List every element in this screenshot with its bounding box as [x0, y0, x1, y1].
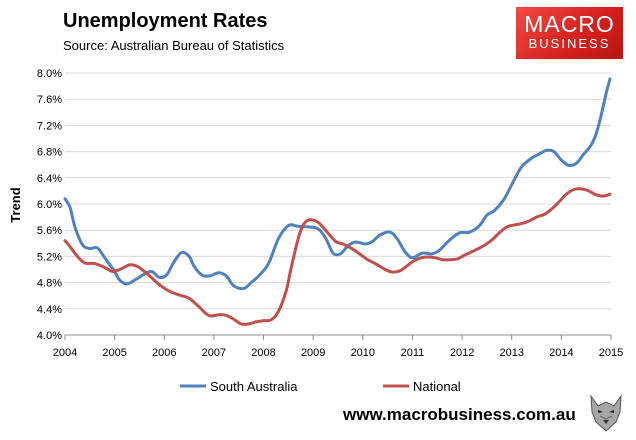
y-tick-label: 7.6% [37, 94, 62, 106]
y-tick-label: 5.2% [37, 251, 62, 263]
y-tick-label: 6.0% [37, 199, 62, 211]
chart-subtitle: Source: Australian Bureau of Statistics [63, 38, 285, 53]
x-tick-label: 2007 [202, 347, 226, 359]
y-tick-label: 5.6% [37, 225, 62, 237]
legend-label-south-australia: South Australia [210, 379, 298, 394]
y-tick-label: 4.0% [37, 330, 62, 342]
x-tick-label: 2014 [549, 347, 573, 359]
x-tick-label: 2015 [599, 347, 623, 359]
logo-line-2: BUSINESS [528, 36, 611, 51]
y-tick-label: 6.4% [37, 173, 62, 185]
y-axis-label: Trend [8, 187, 23, 222]
macro-business-logo: MACRO BUSINESS [516, 7, 623, 59]
y-tick-label: 4.8% [37, 278, 62, 290]
wolf-icon [585, 390, 627, 434]
x-tick-label: 2006 [152, 347, 176, 359]
legend: South Australia National [180, 379, 461, 394]
x-tick-label: 2013 [499, 347, 523, 359]
x-tick-label: 2008 [251, 347, 275, 359]
chart-title: Unemployment Rates [63, 10, 268, 32]
y-tick-label: 6.8% [37, 147, 62, 159]
gridlines [65, 72, 611, 310]
y-tick-label: 4.4% [37, 304, 62, 316]
x-tick-label: 2011 [401, 347, 425, 359]
x-tick-label: 2010 [351, 347, 375, 359]
x-tick-label: 2009 [301, 347, 325, 359]
x-tick-labels: 2004 2005 2006 2007 2008 2009 2010 2011 2012 2013… [53, 335, 623, 359]
series-line-south-australia [63, 77, 612, 291]
logo-line-1: MACRO [524, 11, 615, 37]
y-tick-label: 7.2% [37, 120, 62, 132]
y-tick-label: 8.0% [37, 68, 62, 80]
y-tick-labels: 4.0% 4.4% 4.8% 5.2% 5.6% 6.0% 6.4% 6.8% 7.2% 7.6%… [37, 68, 62, 342]
website-url[interactable]: www.macrobusiness.com.au [343, 405, 576, 424]
legend-label-national: National [413, 379, 461, 394]
x-tick-label: 2004 [53, 347, 77, 359]
series-lines [63, 77, 612, 326]
x-tick-label: 2012 [450, 347, 474, 359]
series-line-national [63, 187, 612, 326]
x-tick-label: 2005 [102, 347, 126, 359]
